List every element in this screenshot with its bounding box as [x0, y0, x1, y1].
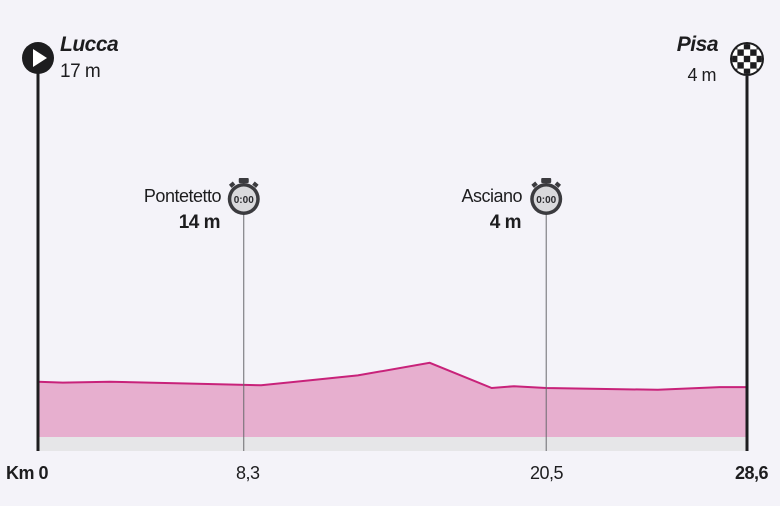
elevation-area — [38, 362, 747, 437]
finish-city-label: Pisa — [676, 33, 719, 56]
checkpoint-1-name: Pontetetto — [143, 186, 222, 206]
km-finish-label: 28,6 — [734, 463, 769, 483]
checkered-flag-icon — [730, 42, 764, 76]
stopwatch-text: 0:00 — [536, 195, 556, 206]
checkpoint-2-name: Asciano — [461, 186, 522, 206]
km-checkpoint-2-label: 20,5 — [530, 463, 564, 483]
marker-icons: 0:00 0:00 — [22, 42, 764, 215]
stopwatch-icon: 0:00 — [530, 178, 563, 215]
finish-altitude-label: 4 m — [687, 65, 716, 85]
km-checkpoint-1-label: 8,3 — [236, 463, 260, 483]
start-city-label: Lucca — [60, 33, 119, 56]
km-start-label: Km 0 — [6, 463, 49, 483]
stopwatch-icon: 0:00 — [227, 178, 260, 215]
baseline-band — [38, 437, 747, 451]
distance-markers — [36, 58, 749, 451]
checkpoint-2-altitude: 4 m — [489, 212, 522, 233]
checkpoint-1-altitude: 14 m — [178, 212, 221, 233]
elevation-line — [37, 361, 747, 391]
start-altitude-label: 17 m — [60, 61, 101, 82]
stopwatch-text: 0:00 — [234, 195, 254, 206]
start-flag-icon — [22, 42, 54, 74]
